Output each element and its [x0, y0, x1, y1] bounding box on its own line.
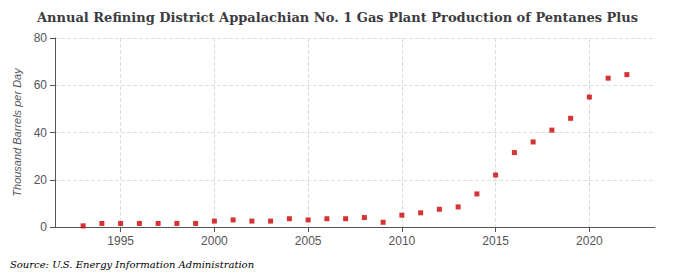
svg-text:60: 60 [34, 78, 48, 92]
svg-text:Annual Refining District Appal: Annual Refining District Appalachian No.… [36, 10, 638, 25]
svg-text:Thousand Barrels per Day: Thousand Barrels per Day [11, 67, 23, 197]
svg-text:40: 40 [34, 126, 48, 140]
svg-text:2000: 2000 [201, 234, 228, 248]
svg-text:Source: U.S. Energy Informatio: Source: U.S. Energy Information Administ… [10, 259, 254, 270]
svg-text:0: 0 [40, 220, 47, 234]
svg-text:20: 20 [34, 173, 48, 187]
svg-text:1995: 1995 [107, 234, 134, 248]
svg-text:2010: 2010 [389, 234, 416, 248]
svg-text:2005: 2005 [295, 234, 322, 248]
svg-text:2015: 2015 [482, 234, 509, 248]
svg-text:2020: 2020 [576, 234, 603, 248]
svg-text:80: 80 [34, 31, 48, 45]
